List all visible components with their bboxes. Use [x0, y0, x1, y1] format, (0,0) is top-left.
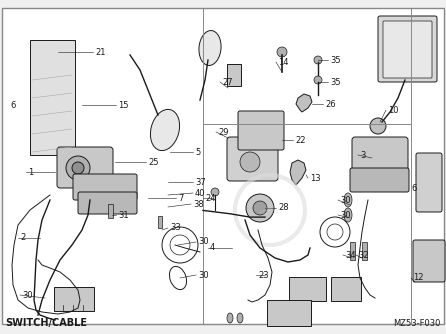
Text: 28: 28 — [278, 203, 289, 212]
Text: 31: 31 — [118, 210, 128, 219]
FancyBboxPatch shape — [378, 16, 437, 82]
Circle shape — [211, 188, 219, 196]
FancyBboxPatch shape — [350, 242, 355, 260]
Text: 35: 35 — [330, 55, 341, 64]
Text: 15: 15 — [118, 101, 128, 110]
FancyBboxPatch shape — [108, 204, 113, 218]
Text: 37: 37 — [195, 177, 206, 186]
Ellipse shape — [199, 30, 221, 65]
FancyBboxPatch shape — [54, 287, 94, 311]
Text: 25: 25 — [148, 158, 158, 167]
FancyBboxPatch shape — [362, 242, 367, 260]
FancyBboxPatch shape — [383, 21, 432, 78]
Text: 24: 24 — [205, 193, 215, 202]
Text: 14: 14 — [278, 57, 289, 66]
Text: 12: 12 — [413, 274, 424, 283]
Text: 10: 10 — [388, 106, 398, 115]
Text: 6: 6 — [411, 183, 417, 192]
Text: 30: 30 — [22, 291, 33, 300]
Ellipse shape — [344, 193, 352, 207]
FancyBboxPatch shape — [57, 147, 113, 188]
Text: 23: 23 — [258, 271, 268, 280]
Text: 6: 6 — [10, 101, 15, 110]
Polygon shape — [290, 160, 306, 185]
FancyBboxPatch shape — [227, 137, 278, 181]
Text: 30: 30 — [198, 237, 209, 246]
Text: 4: 4 — [210, 243, 215, 253]
Text: 2Ci
MOTOR: 2Ci MOTOR — [260, 205, 280, 215]
Polygon shape — [296, 94, 312, 112]
Text: 13: 13 — [310, 173, 321, 182]
Text: 38: 38 — [193, 199, 204, 208]
Circle shape — [370, 118, 386, 134]
FancyBboxPatch shape — [238, 111, 284, 150]
Ellipse shape — [227, 313, 233, 323]
FancyBboxPatch shape — [158, 216, 162, 228]
Circle shape — [72, 162, 84, 174]
FancyBboxPatch shape — [30, 40, 75, 155]
Text: 40: 40 — [195, 188, 206, 197]
Circle shape — [277, 47, 287, 57]
FancyBboxPatch shape — [413, 240, 445, 282]
Text: 30: 30 — [198, 271, 209, 280]
Text: 22: 22 — [295, 136, 306, 145]
Text: 32: 32 — [358, 250, 369, 260]
Circle shape — [314, 56, 322, 64]
Text: 27: 27 — [222, 77, 233, 87]
Text: 30: 30 — [340, 195, 351, 204]
Circle shape — [253, 201, 267, 215]
Text: 2: 2 — [20, 233, 25, 242]
FancyBboxPatch shape — [78, 192, 137, 214]
FancyBboxPatch shape — [73, 174, 137, 200]
FancyBboxPatch shape — [227, 64, 241, 86]
Text: 3: 3 — [360, 151, 365, 160]
Text: 26: 26 — [325, 100, 336, 109]
FancyBboxPatch shape — [267, 300, 311, 326]
Text: 34: 34 — [345, 250, 355, 260]
Text: 21: 21 — [95, 47, 106, 56]
Circle shape — [240, 152, 260, 172]
Text: MZ53-F030: MZ53-F030 — [394, 319, 441, 328]
Circle shape — [41, 41, 69, 69]
FancyBboxPatch shape — [416, 153, 442, 212]
Text: SWITCH/CABLE: SWITCH/CABLE — [5, 318, 87, 328]
Ellipse shape — [237, 313, 243, 323]
FancyBboxPatch shape — [352, 137, 408, 178]
Ellipse shape — [150, 110, 180, 151]
FancyBboxPatch shape — [331, 277, 361, 301]
Circle shape — [246, 194, 274, 222]
Text: 35: 35 — [330, 77, 341, 87]
FancyBboxPatch shape — [289, 277, 326, 301]
Text: 33: 33 — [170, 223, 181, 232]
FancyBboxPatch shape — [350, 168, 409, 192]
Circle shape — [66, 156, 90, 180]
Text: 5: 5 — [195, 148, 200, 157]
Circle shape — [314, 76, 322, 84]
Text: 29: 29 — [218, 128, 228, 137]
Circle shape — [48, 48, 62, 62]
Text: 1: 1 — [28, 167, 33, 176]
Text: 30: 30 — [340, 210, 351, 219]
Ellipse shape — [344, 208, 352, 222]
Text: 7: 7 — [178, 193, 183, 202]
